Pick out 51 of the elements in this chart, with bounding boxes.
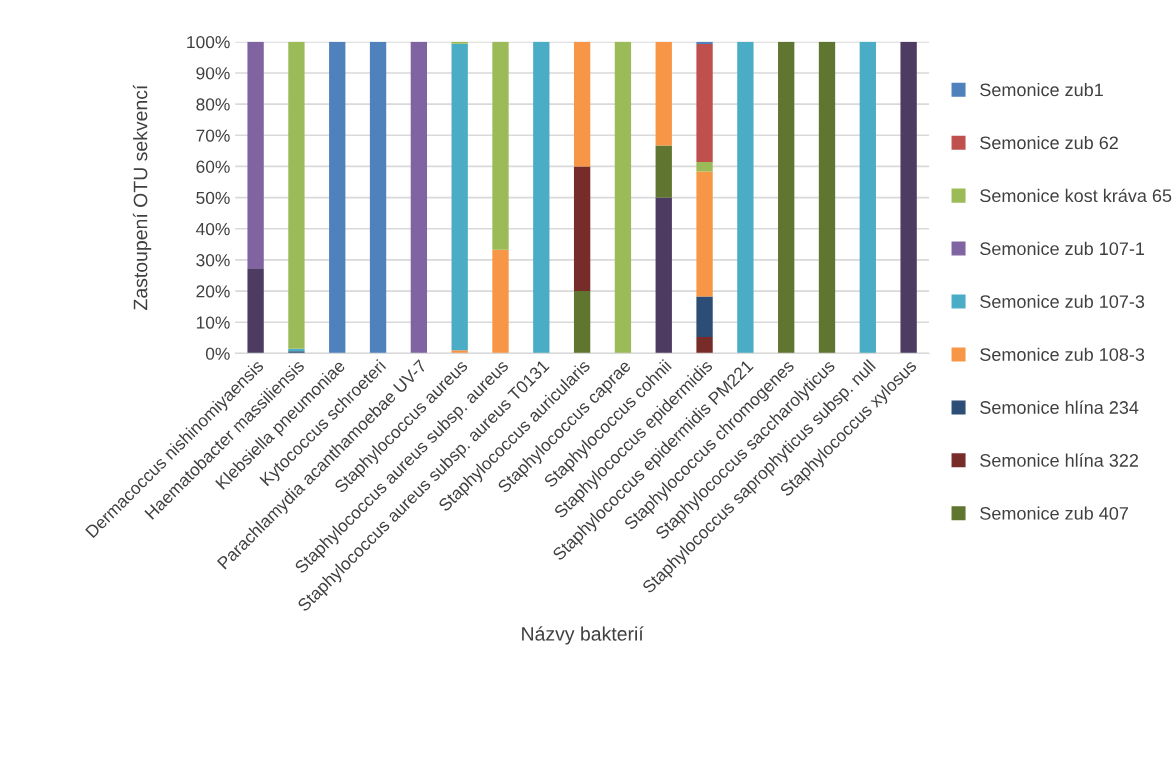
bar	[900, 41, 917, 354]
y-tick-label: 90%	[196, 67, 230, 80]
y-tick-label: 70%	[196, 129, 230, 142]
bar	[614, 41, 632, 354]
legend-label: Semonice zub 107-1	[980, 241, 1145, 256]
x-axis-title: Názvy bakterií	[522, 626, 644, 645]
legend-label: Semonice zub 407	[980, 506, 1128, 520]
bar	[247, 268, 264, 354]
bar	[247, 41, 264, 269]
y-axis-title: Zastoupení OTU sekvencí	[132, 84, 152, 310]
bar	[655, 145, 672, 198]
bar	[778, 41, 795, 354]
bar	[533, 41, 550, 354]
bar	[451, 350, 468, 354]
y-tick-label: 30%	[196, 254, 230, 267]
bar	[696, 41, 713, 44]
y-tick-label: 10%	[196, 316, 230, 329]
bar	[655, 41, 672, 146]
y-tick-label: 50%	[196, 191, 230, 205]
bar	[492, 249, 509, 354]
bar	[573, 41, 591, 167]
bar	[696, 162, 713, 172]
y-tick-label: 40%	[195, 222, 230, 236]
bar	[573, 166, 591, 292]
bar	[696, 296, 713, 337]
y-tick-label: 60%	[196, 160, 230, 173]
bar	[737, 41, 754, 354]
bar	[859, 41, 876, 354]
bar	[818, 41, 836, 354]
bar	[288, 41, 305, 349]
bar	[655, 197, 672, 354]
bar	[369, 41, 387, 354]
legend-label: Semonice zub 108-3	[980, 347, 1145, 361]
legend-label: Semonice zub 62	[980, 135, 1118, 150]
y-tick-label: 20%	[196, 285, 230, 298]
bar	[329, 41, 346, 354]
bar	[573, 291, 591, 354]
legend-label: Semonice zub 107-3	[980, 294, 1145, 309]
legend-label: Semonice hlína 234	[980, 400, 1139, 414]
bar	[410, 41, 428, 354]
bar	[696, 336, 713, 354]
y-tick-label: 0%	[205, 347, 230, 360]
bar	[696, 43, 713, 163]
y-tick-label: 100%	[187, 35, 230, 49]
bar	[451, 43, 468, 351]
legend-label: Semonice hlína 322	[980, 453, 1138, 467]
legend-label: Semonice zub1	[980, 82, 1103, 97]
bar	[492, 41, 509, 250]
bar	[696, 171, 713, 297]
legend-label: Semonice kost kráva 65	[980, 188, 1172, 203]
y-tick-label: 80%	[196, 98, 230, 111]
